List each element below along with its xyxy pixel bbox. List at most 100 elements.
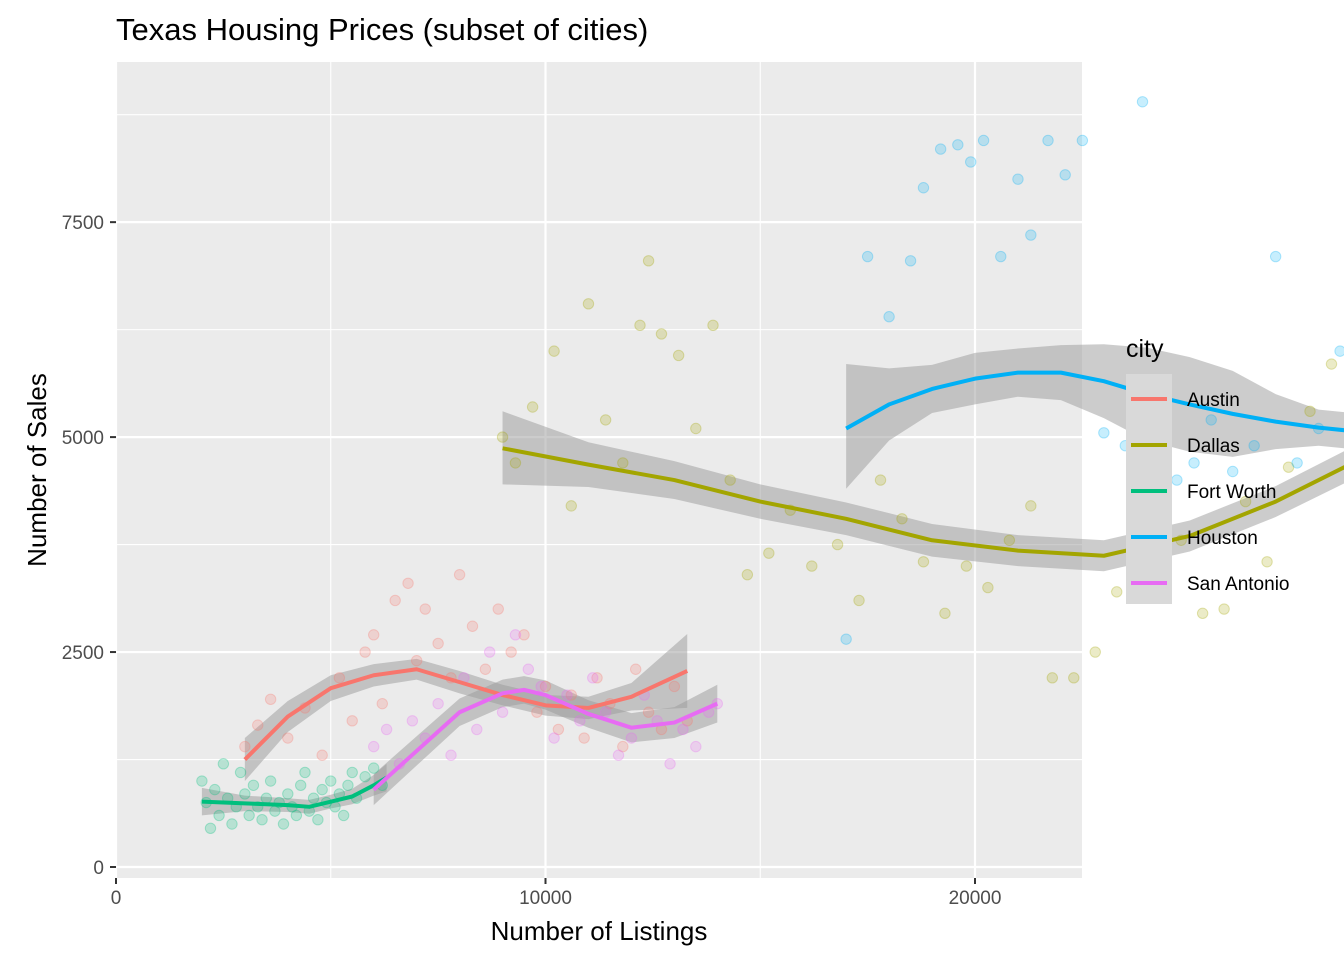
point-dallas xyxy=(672,349,685,362)
point-austin xyxy=(359,646,371,658)
y-tick-label: 7500 xyxy=(62,213,104,234)
point-fort-worth xyxy=(316,783,328,796)
point-dallas xyxy=(1261,556,1273,568)
point-austin xyxy=(346,715,358,727)
chart-title: Texas Housing Prices (subset of cities) xyxy=(116,12,648,47)
legend-label-austin: Austin xyxy=(1187,390,1240,411)
trend-line-dallas xyxy=(502,446,1344,558)
legend-label-san-antonio: San Antonio xyxy=(1187,574,1289,595)
point-austin xyxy=(264,693,277,706)
point-austin xyxy=(252,719,264,731)
point-houston xyxy=(1171,474,1183,486)
x-tick-label: 10000 xyxy=(519,888,572,909)
point-dallas xyxy=(1046,672,1059,684)
point-san-antonio xyxy=(496,706,509,718)
point-dallas xyxy=(939,607,951,620)
point-austin xyxy=(410,654,423,667)
point-austin xyxy=(479,663,492,675)
x-tick-label: 0 xyxy=(111,888,122,909)
point-houston xyxy=(965,156,977,168)
point-dallas xyxy=(763,547,775,559)
point-fort-worth xyxy=(325,775,337,787)
point-houston xyxy=(917,182,930,194)
point-houston xyxy=(977,134,990,147)
point-dallas xyxy=(1068,672,1080,684)
point-dallas xyxy=(1239,495,1252,508)
point-fort-worth xyxy=(217,758,230,770)
point-dallas xyxy=(1089,646,1101,658)
point-dallas xyxy=(1325,358,1338,370)
point-austin xyxy=(518,629,530,641)
point-dallas xyxy=(642,255,655,267)
point-austin xyxy=(333,672,346,684)
point-austin xyxy=(642,706,655,718)
point-dallas xyxy=(707,319,719,332)
point-san-antonio xyxy=(380,723,393,736)
point-dallas xyxy=(960,560,973,572)
point-fort-worth xyxy=(359,771,371,783)
point-austin xyxy=(239,740,251,753)
point-dallas xyxy=(831,538,844,551)
point-houston xyxy=(1269,250,1282,263)
y-tick-label: 0 xyxy=(93,858,104,879)
trend-line-fort-worth xyxy=(201,775,388,809)
point-austin xyxy=(617,740,629,753)
point-san-antonio xyxy=(509,629,522,641)
band-san-antonio xyxy=(373,676,718,806)
point-fort-worth xyxy=(368,762,380,774)
point-houston xyxy=(995,250,1007,263)
point-fort-worth xyxy=(226,818,238,830)
point-houston xyxy=(1334,345,1344,357)
x-axis-title: Number of Listings xyxy=(491,916,708,946)
point-fort-worth xyxy=(307,792,320,804)
point-fort-worth xyxy=(260,792,273,804)
point-san-antonio xyxy=(625,732,638,744)
point-san-antonio xyxy=(432,697,444,710)
point-san-antonio xyxy=(522,663,535,675)
point-san-antonio xyxy=(535,680,547,693)
point-austin xyxy=(629,663,642,675)
point-san-antonio xyxy=(587,672,599,684)
point-fort-worth xyxy=(264,775,277,787)
point-austin xyxy=(316,749,328,761)
point-dallas xyxy=(509,457,522,469)
point-dallas xyxy=(526,401,539,413)
point-austin xyxy=(466,620,479,632)
point-san-antonio xyxy=(599,706,612,718)
point-san-antonio xyxy=(368,740,380,753)
point-houston xyxy=(1012,173,1024,185)
point-houston xyxy=(1291,457,1303,469)
point-dallas xyxy=(565,500,577,512)
point-fort-worth xyxy=(282,788,294,800)
point-austin xyxy=(565,689,577,701)
point-fort-worth xyxy=(204,822,217,835)
legend-items: Austin Dallas Fort Worth Houston San Antonio xyxy=(1131,390,1289,595)
point-houston xyxy=(1025,229,1037,241)
point-fort-worth xyxy=(337,809,350,822)
point-fort-worth xyxy=(294,779,307,792)
point-houston xyxy=(904,255,917,267)
point-dallas xyxy=(690,422,702,435)
point-fort-worth xyxy=(342,779,354,792)
point-austin xyxy=(492,603,504,615)
point-dallas xyxy=(917,556,930,568)
point-austin xyxy=(591,672,603,684)
point-fort-worth xyxy=(299,766,311,779)
point-san-antonio xyxy=(677,723,689,736)
point-dallas xyxy=(1111,586,1123,598)
point-dallas xyxy=(1196,607,1209,620)
point-dallas xyxy=(874,474,887,486)
point-san-antonio xyxy=(664,758,676,770)
point-austin xyxy=(531,706,543,718)
point-houston xyxy=(1227,465,1239,478)
point-dallas xyxy=(724,474,736,486)
point-san-antonio xyxy=(406,715,419,727)
grid-lines xyxy=(114,62,1191,878)
point-fort-worth xyxy=(290,809,303,822)
point-fort-worth xyxy=(213,809,225,822)
point-houston xyxy=(1059,169,1071,181)
point-austin xyxy=(389,594,401,607)
point-fort-worth xyxy=(209,783,221,796)
point-dallas xyxy=(806,560,818,572)
point-san-antonio xyxy=(548,732,560,744)
